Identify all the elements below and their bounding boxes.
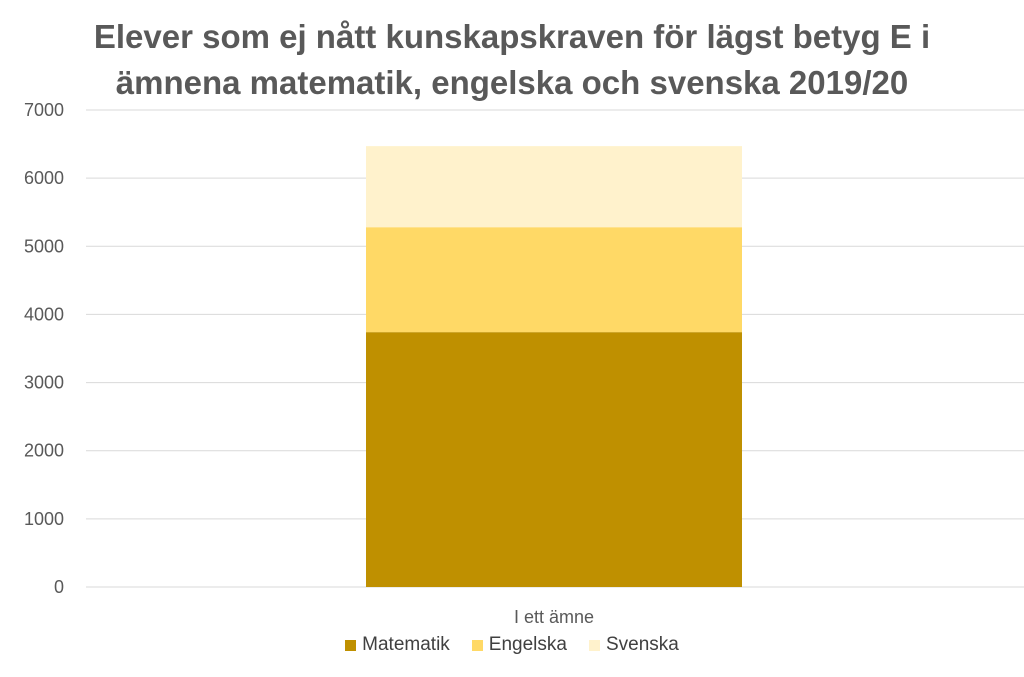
- chart-title: Elever som ej nått kunskapskraven för lä…: [0, 14, 1024, 106]
- y-tick-label: 5000: [24, 236, 64, 256]
- x-category-label: I ett ämne: [514, 607, 594, 627]
- legend-item-svenska: Svenska: [588, 634, 679, 656]
- legend-label: Engelska: [488, 634, 567, 655]
- chart-title-line-1: Elever som ej nått kunskapskraven för lä…: [93, 18, 931, 55]
- legend-swatch: [471, 639, 483, 651]
- y-tick-label: 7000: [24, 100, 64, 120]
- y-tick-label: 3000: [24, 373, 64, 393]
- y-tick-label: 0: [54, 577, 64, 597]
- bar-segment-matematik: [366, 332, 742, 587]
- y-tick-label: 4000: [24, 304, 64, 324]
- y-axis-ticks: 0 1000 2000 3000 4000 5000 6000 7000: [24, 100, 64, 597]
- bars: [366, 146, 742, 587]
- y-tick-label: 6000: [24, 168, 64, 188]
- x-axis-categories: I ett ämne: [514, 607, 594, 627]
- legend-item-matematik: Matematik: [345, 634, 450, 656]
- legend-label: Matematik: [362, 634, 450, 655]
- legend-item-engelska: Engelska: [471, 634, 567, 656]
- legend: Matematik Engelska Svenska: [0, 634, 1024, 656]
- y-tick-label: 1000: [24, 509, 64, 529]
- bar-segment-engelska: [366, 227, 742, 333]
- y-tick-label: 2000: [24, 441, 64, 461]
- bar-segment-svenska: [366, 146, 742, 228]
- legend-label: Svenska: [605, 634, 679, 655]
- legend-swatch: [345, 639, 357, 651]
- legend-swatch: [588, 639, 600, 651]
- chart-title-line-2: ämnena matematik, engelska och svenska 2…: [115, 64, 909, 101]
